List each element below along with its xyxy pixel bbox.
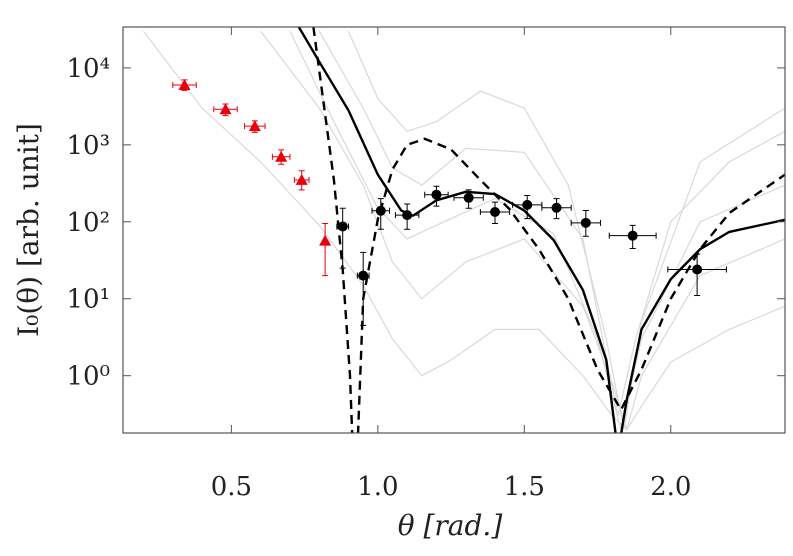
point	[580, 217, 591, 228]
point	[431, 189, 442, 200]
point	[375, 205, 386, 216]
plot-area	[143, 27, 785, 433]
y-tick-label: 10⁴	[66, 54, 110, 84]
x-tick-label: 1.5	[504, 472, 545, 502]
curve	[297, 27, 785, 433]
point	[178, 78, 191, 90]
x-tick-label: 0.5	[211, 472, 252, 502]
point	[490, 207, 501, 218]
curve	[289, 30, 785, 430]
point	[463, 192, 474, 203]
y-tick-label: 10³	[66, 131, 110, 161]
y-error-bar	[360, 251, 367, 326]
curve	[143, 30, 785, 431]
point	[692, 264, 703, 275]
curve	[318, 30, 785, 417]
point	[627, 230, 638, 241]
y-tick-label: 10²	[66, 208, 110, 238]
point	[402, 210, 413, 221]
y-error-bar	[339, 207, 346, 269]
point	[551, 202, 562, 213]
point	[358, 270, 369, 281]
y-error-bar	[322, 223, 329, 277]
x-tick-label: 1.0	[357, 472, 398, 502]
curve	[347, 30, 785, 430]
point	[295, 173, 308, 185]
y-tick-label: 10¹	[66, 285, 110, 315]
plot-frame	[122, 26, 786, 434]
y-tick-label: 10⁰	[66, 362, 110, 392]
x-tick-label: 2.0	[650, 472, 691, 502]
y-axis-label: I₀(θ) [arb. unit]	[12, 123, 45, 337]
curve	[260, 30, 785, 432]
point	[275, 150, 288, 162]
point	[219, 103, 232, 115]
point	[319, 234, 332, 246]
point	[248, 120, 261, 132]
point	[522, 199, 533, 210]
point	[337, 221, 348, 232]
y-error-bar	[694, 253, 701, 297]
x-axis-label: θ [rad.]	[398, 509, 503, 542]
